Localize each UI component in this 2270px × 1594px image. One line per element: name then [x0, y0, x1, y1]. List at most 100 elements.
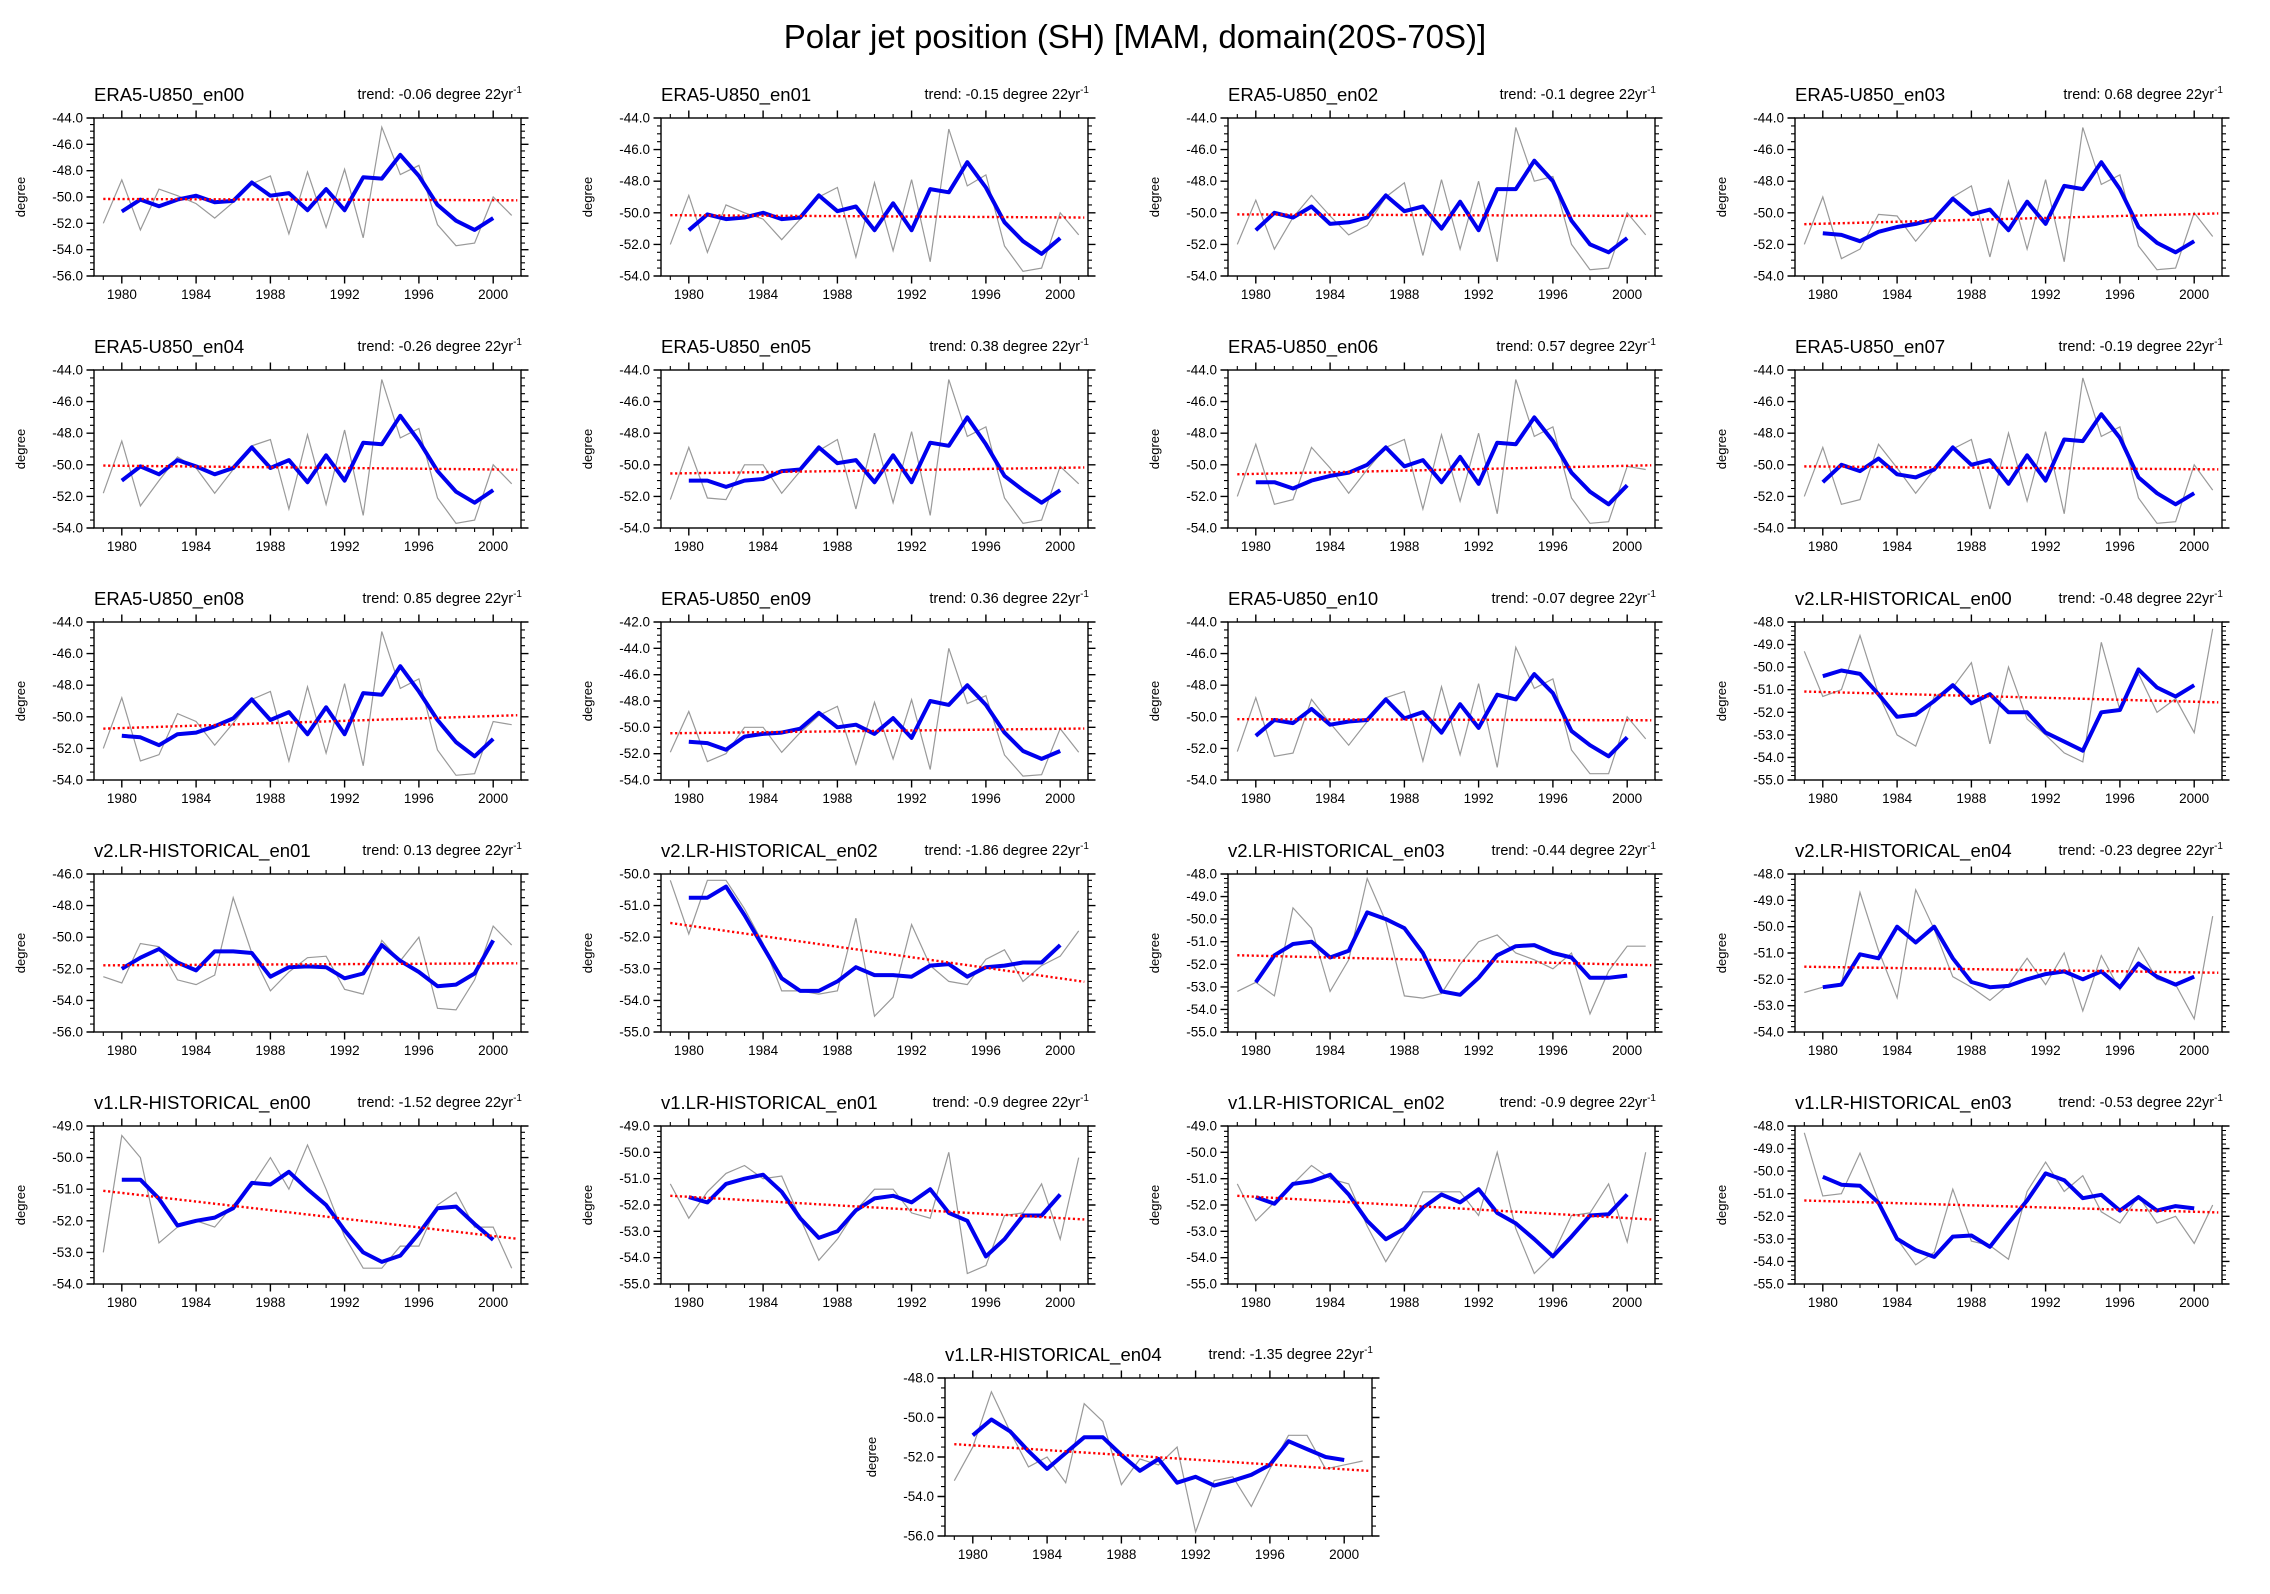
plot-frame	[660, 117, 1089, 277]
x-tick-label: 1988	[822, 1295, 852, 1310]
panel-chart: ERA5-U850_en03 trend: 0.68 degree 22yr-1 -…	[1714, 84, 2230, 302]
major-ticks	[86, 1118, 529, 1292]
panel-title: v1.LR-HISTORICAL_en04	[945, 1344, 1162, 1366]
y-tick-label: -50.0	[903, 1410, 934, 1425]
y-tick-label: -48.0	[1186, 678, 1217, 693]
minor-ticks	[1224, 114, 1659, 280]
y-tick-label: -55.0	[619, 1025, 650, 1040]
x-tick-label: 1996	[2105, 539, 2135, 554]
y-tick-label: -48.0	[1753, 615, 1784, 630]
x-tick-label: 1980	[107, 791, 137, 806]
y-tick-label: -50.0	[619, 205, 650, 220]
y-tick-label: -50.0	[1186, 457, 1217, 472]
panel-title: ERA5-U850_en02	[1228, 84, 1378, 106]
y-tick-label: -48.0	[1186, 426, 1217, 441]
smoothed-series-line	[120, 152, 495, 232]
panel-title: v1.LR-HISTORICAL_en03	[1795, 1092, 2012, 1114]
panel-chart: ERA5-U850_en02 trend: -0.1 degree 22yr-1 -…	[1147, 84, 1663, 302]
x-tick-label: 1992	[2031, 1043, 2061, 1058]
major-ticks	[1787, 1118, 2230, 1292]
panel-ERA5-U850_en09: ERA5-U850_en09 trend: 0.36 degree 22yr-1 -…	[568, 574, 1135, 826]
x-tick-label: 1988	[1389, 539, 1419, 554]
x-tick-label: 1988	[1956, 287, 1986, 302]
trend-annotation: trend: 0.68 degree 22yr-1	[2063, 85, 2223, 103]
y-tick-label: -48.0	[1753, 867, 1784, 882]
y-tick-label: -54.0	[619, 521, 650, 536]
y-tick-label: -52.0	[1753, 705, 1784, 720]
y-tick-label: -53.0	[1753, 998, 1784, 1013]
x-tick-label: 1996	[1538, 791, 1568, 806]
panel-v2.LR-HISTORICAL_en04: v2.LR-HISTORICAL_en04 trend: -0.23 degree…	[1702, 826, 2269, 1078]
panel-title: ERA5-U850_en01	[661, 84, 811, 106]
y-axis-label: degree	[1147, 681, 1162, 721]
x-tick-label: 1984	[1315, 287, 1346, 302]
x-tick-label: 1984	[1315, 1295, 1346, 1310]
x-tick-label: 2000	[1045, 1043, 1075, 1058]
major-ticks	[937, 1370, 1379, 1544]
panel-title: ERA5-U850_en10	[1228, 588, 1378, 610]
smoothed-series-line	[688, 415, 1062, 505]
trend-annotation: trend: -0.23 degree 22yr-1	[2059, 841, 2224, 859]
x-tick-label: 1980	[957, 1547, 987, 1562]
y-tick-label: -52.0	[52, 489, 83, 504]
annual-series-line	[1803, 377, 2214, 524]
x-tick-label: 1984	[181, 791, 212, 806]
y-tick-label: -50.0	[1186, 205, 1217, 220]
y-tick-label: -50.0	[52, 1150, 83, 1165]
minor-ticks	[90, 114, 525, 280]
panel-chart: v2.LR-HISTORICAL_en01 trend: 0.13 degree …	[13, 840, 529, 1058]
panel-ERA5-U850_en10: ERA5-U850_en10 trend: -0.07 degree 22yr-1…	[1135, 574, 1702, 826]
y-tick-label: -54.0	[1753, 1254, 1784, 1269]
y-tick-label: -54.0	[619, 773, 650, 788]
panel-title: ERA5-U850_en08	[94, 588, 244, 610]
y-tick-label: -50.0	[619, 720, 650, 735]
x-tick-label: 1988	[1389, 1295, 1419, 1310]
y-tick-label: -50.0	[1753, 205, 1784, 220]
smoothed-series-line	[121, 664, 495, 759]
x-tick-label: 1984	[748, 287, 779, 302]
x-tick-label: 1984	[181, 539, 212, 554]
y-tick-label: -54.0	[903, 1489, 934, 1504]
smoothed-series-line	[1254, 672, 1629, 759]
major-ticks	[1220, 614, 1663, 788]
minor-ticks	[1791, 114, 2226, 280]
trend-line	[1804, 212, 2219, 226]
y-tick-label: -46.0	[619, 394, 650, 409]
bottom-row: v1.LR-HISTORICAL_en04 trend: -1.35 degree…	[0, 1330, 2270, 1582]
y-tick-label: -50.0	[619, 867, 650, 882]
panel-title: v1.LR-HISTORICAL_en02	[1228, 1092, 1445, 1114]
x-tick-label: 1996	[404, 287, 434, 302]
trend-line	[103, 714, 518, 730]
y-tick-label: -52.0	[1753, 237, 1784, 252]
trend-line	[670, 1194, 1085, 1221]
panel-ERA5-U850_en05: ERA5-U850_en05 trend: 0.38 degree 22yr-1 -…	[568, 322, 1135, 574]
plot-frame	[1227, 621, 1656, 781]
trend-annotation: trend: -1.52 degree 22yr-1	[358, 1093, 523, 1111]
y-tick-label: -54.0	[52, 773, 83, 788]
trend-annotation: trend: -0.48 degree 22yr-1	[2059, 589, 2224, 607]
panel-ERA5-U850_en07: ERA5-U850_en07 trend: -0.19 degree 22yr-1…	[1702, 322, 2269, 574]
minor-ticks	[1224, 870, 1659, 1036]
y-tick-label: -48.0	[1753, 426, 1784, 441]
y-tick-label: -52.0	[619, 489, 650, 504]
y-axis-label: degree	[13, 681, 28, 721]
trend-line	[670, 921, 1085, 983]
y-tick-label: -48.0	[52, 163, 83, 178]
x-tick-label: 1996	[1538, 539, 1568, 554]
y-tick-label: -44.0	[1186, 363, 1217, 378]
x-tick-label: 2000	[478, 539, 508, 554]
y-tick-label: -46.0	[1186, 646, 1217, 661]
minor-ticks	[90, 870, 525, 1036]
panel-title: v2.LR-HISTORICAL_en04	[1795, 840, 2012, 862]
plot-frame	[1227, 1125, 1656, 1285]
x-tick-label: 1988	[822, 539, 852, 554]
y-tick-label: -55.0	[1186, 1277, 1217, 1292]
panel-v1.LR-HISTORICAL_en04: v1.LR-HISTORICAL_en04 trend: -1.35 degree…	[852, 1330, 1419, 1582]
x-tick-label: 2000	[1045, 791, 1075, 806]
trend-line	[670, 213, 1085, 219]
y-tick-label: -52.0	[1753, 972, 1784, 987]
x-tick-label: 1980	[1808, 791, 1838, 806]
panel-v2.LR-HISTORICAL_en03: v2.LR-HISTORICAL_en03 trend: -0.44 degree…	[1135, 826, 1702, 1078]
major-ticks	[1787, 110, 2230, 284]
minor-ticks	[1791, 870, 2226, 1036]
